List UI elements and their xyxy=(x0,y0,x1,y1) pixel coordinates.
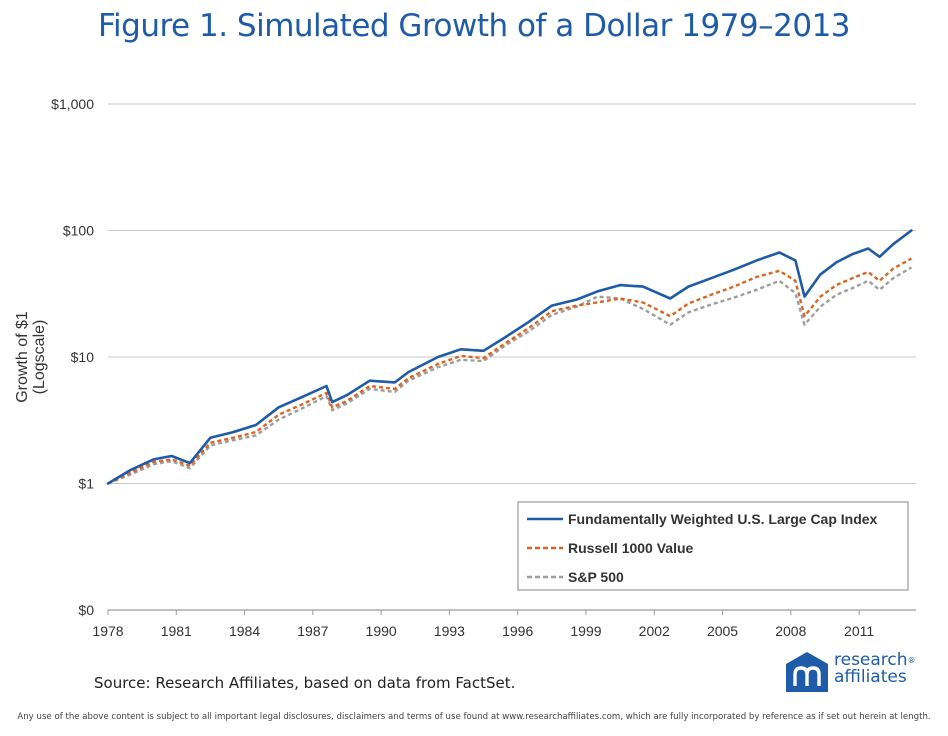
x-tick-label: 1981 xyxy=(161,623,192,639)
y-tick-label: $10 xyxy=(71,349,95,365)
y-axis-label-line: Growth of $1 xyxy=(14,311,31,403)
source-note: Source: Research Affiliates, based on da… xyxy=(94,674,516,692)
legend-label: Fundamentally Weighted U.S. Large Cap In… xyxy=(568,511,878,527)
legend-label: S&P 500 xyxy=(568,569,624,585)
chart-title: Figure 1. Simulated Growth of a Dollar 1… xyxy=(97,8,851,44)
series-line-fundamental xyxy=(106,229,913,485)
x-tick-label: 1984 xyxy=(229,623,260,639)
legend-label: Russell 1000 Value xyxy=(568,540,694,556)
y-axis-label-line: (Logscale) xyxy=(31,320,48,395)
series-line-sp500 xyxy=(107,266,913,485)
x-tick-label: 1990 xyxy=(366,623,397,639)
x-tick-label: 1987 xyxy=(297,623,328,639)
logo-line-2: affiliates xyxy=(834,667,907,687)
y-tick-label: $100 xyxy=(63,223,94,239)
x-tick-label: 2011 xyxy=(844,623,874,639)
series-line-russell-1000-value xyxy=(107,257,912,485)
x-tick-label: 1999 xyxy=(570,623,601,639)
x-tick-label: 1996 xyxy=(502,623,533,639)
logo-trademark: ® xyxy=(907,656,916,665)
y-tick-label: $1,000 xyxy=(51,96,94,112)
y-axis-label: Growth of $1(Logscale) xyxy=(14,311,48,403)
x-tick-label: 2005 xyxy=(707,623,738,639)
legend-box xyxy=(517,501,909,591)
legal-disclaimer: Any use of the above content is subject … xyxy=(17,712,931,722)
y-tick-label: $1 xyxy=(78,476,94,492)
logo-line-1: research xyxy=(834,650,908,670)
logo-mark-icon xyxy=(786,652,828,692)
x-tick-label: 1978 xyxy=(92,623,123,639)
x-tick-label: 1993 xyxy=(434,623,465,639)
x-tick-label: 2002 xyxy=(639,623,670,639)
logo-wordmark: research® affiliates xyxy=(834,652,916,686)
x-tick-label: 2008 xyxy=(775,623,806,639)
research-affiliates-logo: research® affiliates xyxy=(786,652,926,692)
y-tick-label: $0 xyxy=(78,602,94,618)
